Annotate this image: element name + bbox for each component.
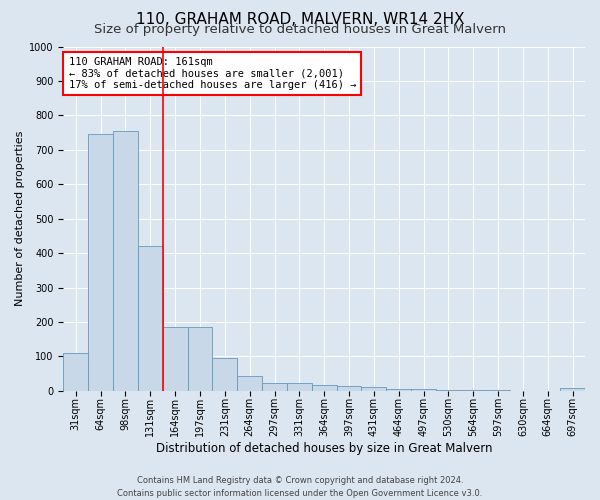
Bar	[461, 390, 485, 391]
Text: 110, GRAHAM ROAD, MALVERN, WR14 2HX: 110, GRAHAM ROAD, MALVERN, WR14 2HX	[136, 12, 464, 28]
Bar	[138, 246, 163, 391]
Text: Size of property relative to detached houses in Great Malvern: Size of property relative to detached ho…	[94, 22, 506, 36]
Text: Contains HM Land Registry data © Crown copyright and database right 2024.
Contai: Contains HM Land Registry data © Crown c…	[118, 476, 482, 498]
Bar	[64, 353, 88, 391]
Bar	[88, 134, 113, 391]
Bar	[287, 383, 312, 391]
Y-axis label: Number of detached properties: Number of detached properties	[15, 131, 25, 306]
Bar	[411, 390, 436, 391]
Bar	[262, 383, 287, 391]
Bar	[560, 388, 585, 391]
Bar	[386, 389, 411, 391]
Bar	[436, 390, 461, 391]
Bar	[361, 388, 386, 391]
Text: 110 GRAHAM ROAD: 161sqm
← 83% of detached houses are smaller (2,001)
17% of semi: 110 GRAHAM ROAD: 161sqm ← 83% of detache…	[68, 57, 356, 90]
Bar	[337, 386, 361, 391]
Bar	[312, 384, 337, 391]
Bar	[163, 327, 188, 391]
Bar	[188, 327, 212, 391]
Bar	[113, 131, 138, 391]
Bar	[212, 358, 237, 391]
X-axis label: Distribution of detached houses by size in Great Malvern: Distribution of detached houses by size …	[156, 442, 493, 455]
Bar	[237, 376, 262, 391]
